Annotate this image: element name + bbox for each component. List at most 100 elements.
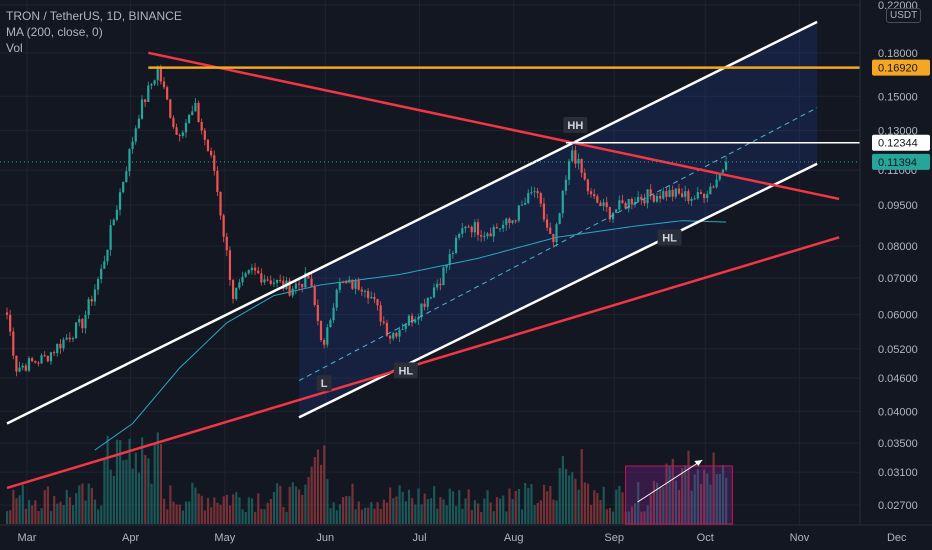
time-tick-label: Dec <box>887 532 907 544</box>
time-tick-label: Oct <box>697 532 714 544</box>
volume-bar <box>53 495 56 524</box>
volume-bar <box>294 486 298 524</box>
volume-bar <box>627 511 630 524</box>
resistance-trendline <box>148 51 840 201</box>
price-tick-label: 0.06000 <box>878 310 918 322</box>
time-tick-label: May <box>214 532 235 544</box>
volume-bar <box>250 498 254 524</box>
trend-lines <box>0 20 860 490</box>
candle-body <box>250 267 254 271</box>
time-tick-label: Sep <box>604 532 624 544</box>
volume-bar <box>527 488 530 524</box>
candle-body <box>552 233 555 243</box>
candle-body <box>442 267 445 286</box>
ma-indicator-label[interactable]: MA (200, close, 0) <box>6 25 103 39</box>
volume-bar <box>222 496 225 524</box>
candle-body <box>225 236 228 251</box>
price-axis[interactable]: 0.220000.180000.150000.130000.110000.095… <box>859 0 932 550</box>
annotations: HH HL HL L <box>316 116 682 392</box>
candle-body <box>602 202 605 207</box>
annotation-box <box>563 116 588 133</box>
volume-bar <box>602 486 605 524</box>
volume-bar <box>712 452 715 524</box>
candle-body <box>379 305 382 322</box>
volume-bar <box>593 490 596 524</box>
candle-body <box>420 303 423 318</box>
candle-body <box>596 196 599 203</box>
symbol-title[interactable]: TRON / TetherUS, 1D, BINANCE <box>6 9 182 23</box>
volume-bar <box>320 464 323 524</box>
candle-body <box>392 332 395 339</box>
candle-body <box>367 290 370 299</box>
candle-body <box>605 202 608 208</box>
volume-bar <box>316 449 320 524</box>
volume-bar <box>659 486 662 524</box>
price-label-text: 0.16920 <box>878 63 918 75</box>
volume-bar <box>263 509 266 524</box>
volume-bar <box>429 498 433 524</box>
volume-bar <box>580 448 583 524</box>
candle-body <box>702 193 706 199</box>
candle-body <box>545 219 549 228</box>
volume-bar <box>492 511 495 524</box>
volume-bar <box>596 492 599 524</box>
volume-bar <box>564 468 568 524</box>
candle-body <box>649 189 652 196</box>
annotation-box <box>393 362 418 379</box>
volume-bar <box>188 501 191 524</box>
candle-body <box>527 193 530 203</box>
candle-body <box>492 227 495 237</box>
volume-bar <box>514 490 517 524</box>
volume-bar <box>699 484 703 524</box>
candle-body <box>555 224 558 243</box>
time-axis[interactable]: Mar Apr May Jun Jul Aug Sep Oct Nov Dec <box>0 524 932 550</box>
candle-body <box>323 340 326 345</box>
annotation-box <box>316 375 332 392</box>
candle-body <box>611 212 615 220</box>
volume-bar <box>6 511 9 524</box>
candle-body <box>81 319 84 329</box>
candle-body <box>128 148 131 172</box>
volume-bar <box>640 511 643 524</box>
candle-body <box>49 352 53 362</box>
currency-badge[interactable]: USDT <box>886 8 922 23</box>
volume-bar <box>495 497 499 524</box>
candle-body <box>709 186 712 195</box>
candle-body <box>564 179 568 191</box>
time-tick-label: Jun <box>316 532 334 544</box>
candle-body <box>351 279 354 289</box>
volume-bar <box>542 484 546 524</box>
candle-body <box>131 141 134 149</box>
candle-body <box>184 122 188 133</box>
volume-bar <box>106 435 109 524</box>
volume-bar <box>244 511 247 524</box>
candle-body <box>643 199 646 204</box>
volume-bar <box>643 511 646 524</box>
candle-body <box>137 118 140 129</box>
volume-bar <box>81 483 84 524</box>
candle-body <box>505 218 508 225</box>
candle-body <box>156 67 159 81</box>
volume-bar <box>505 511 508 524</box>
candle-body <box>360 289 363 292</box>
candle-body <box>684 191 687 197</box>
volume-bar <box>65 490 68 524</box>
candle-body <box>118 192 122 210</box>
price-tick-label: 0.02700 <box>878 500 918 512</box>
candle-body <box>373 296 376 300</box>
candle-body <box>640 196 643 200</box>
candle-body <box>423 303 426 307</box>
candle-body <box>699 192 703 194</box>
volume-bar <box>461 508 464 524</box>
volume-trend-arrow <box>637 459 703 503</box>
volume-bar <box>335 510 338 524</box>
candle-body <box>59 343 62 349</box>
volume-indicator-label[interactable]: Vol <box>6 41 23 55</box>
candle-body <box>272 282 275 284</box>
volume-bar <box>360 509 364 524</box>
candle-body <box>106 249 109 262</box>
volume-bar <box>389 487 392 524</box>
candle-body <box>210 150 213 156</box>
candle-body <box>332 307 335 321</box>
